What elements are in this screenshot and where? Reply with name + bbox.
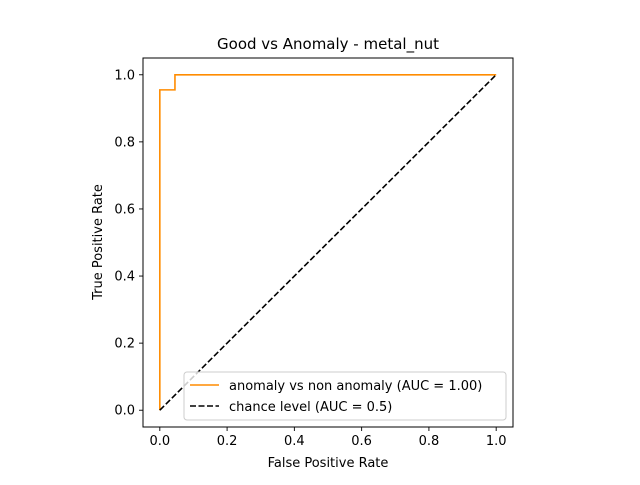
x-tick-label: 0.4: [284, 434, 305, 449]
y-axis-ticks: 0.0 0.2 0.4 0.6 0.8 1.0: [114, 68, 143, 419]
legend-label-1: chance level (AUC = 0.5): [229, 400, 392, 415]
plot-frame: [142, 57, 514, 428]
x-tick-label: 1.0: [486, 434, 507, 449]
x-axis-ticks: 0.0 0.2 0.4 0.6 0.8 1.0: [149, 427, 507, 449]
y-tick-label: 0.2: [114, 337, 135, 352]
x-tick-label: 0.2: [217, 434, 238, 449]
y-tick-label: 0.6: [114, 202, 135, 217]
y-tick-label: 0.4: [114, 270, 135, 285]
legend-box: [183, 371, 507, 421]
chart-title: Good vs Anomaly - metal_nut: [217, 35, 439, 54]
y-tick-label: 0.0: [114, 404, 135, 419]
x-tick-label: 0.8: [419, 434, 440, 449]
series-line-1: [159, 74, 497, 411]
series-layer: [159, 73, 497, 411]
x-tick-label: 0.0: [149, 434, 170, 449]
y-tick-label: 1.0: [114, 68, 135, 83]
x-tick-label: 0.6: [351, 434, 372, 449]
series-line-0: [159, 73, 497, 411]
legend-label-0: anomaly vs non anomaly (AUC = 1.00): [229, 379, 482, 394]
legend: anomaly vs non anomaly (AUC = 1.00) chanc…: [183, 371, 507, 421]
y-tick-label: 0.8: [114, 135, 135, 150]
x-axis-label: False Positive Rate: [268, 456, 389, 471]
y-axis-label: True Positive Rate: [91, 184, 106, 301]
